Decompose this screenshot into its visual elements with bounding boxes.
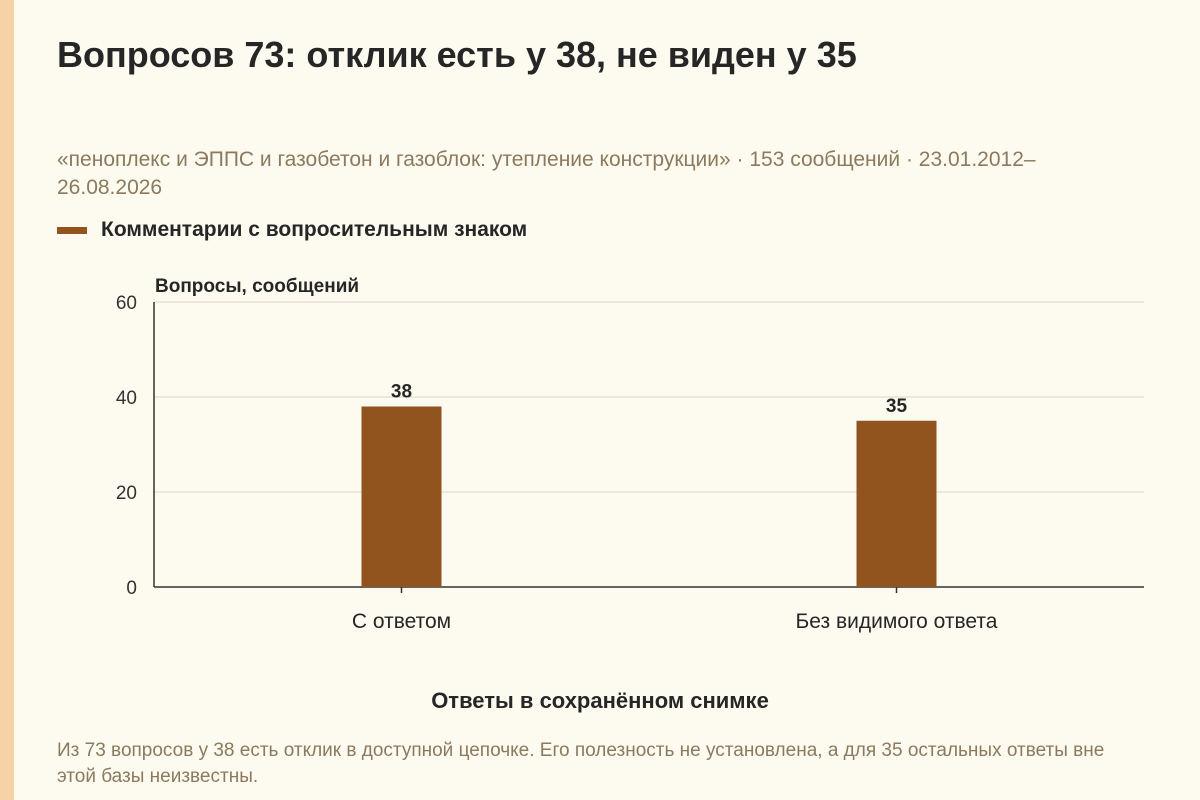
y-tick-label: 20: [116, 483, 137, 504]
legend: Комментарии с вопросительным знаком: [57, 218, 527, 242]
bar: [361, 406, 442, 587]
y-tick-label: 40: [116, 388, 137, 409]
y-tick-label: 0: [126, 578, 137, 599]
chart-title: Вопросов 73: отклик есть у 38, не виден …: [57, 34, 857, 75]
x-axis-ticks: С ответом Без видимого ответа: [352, 587, 998, 633]
legend-swatch: [57, 226, 87, 234]
gridlines: [154, 301, 1144, 493]
bar: [856, 420, 937, 587]
chart-subtitle: «пеноплекс и ЭППС и газобетон и газоблок…: [57, 148, 1036, 199]
x-axis-title: Ответы в сохранённом снимке: [431, 688, 769, 713]
legend-label: Комментарии с вопросительным знаком: [101, 218, 528, 241]
bars: 38 35: [361, 382, 937, 587]
x-tick-label: Без видимого ответа: [796, 610, 998, 633]
y-axis-title: Вопросы, сообщений: [155, 276, 359, 297]
y-axis-ticks: 0 20 40 60: [116, 293, 137, 599]
accent-strip: [0, 0, 14, 800]
footnote: Из 73 вопросов у 38 есть отклик в доступ…: [57, 740, 1105, 787]
y-tick-label: 60: [116, 293, 137, 314]
value-label: 35: [886, 396, 908, 417]
x-tick-label: С ответом: [352, 610, 451, 633]
value-label: 38: [391, 382, 412, 403]
